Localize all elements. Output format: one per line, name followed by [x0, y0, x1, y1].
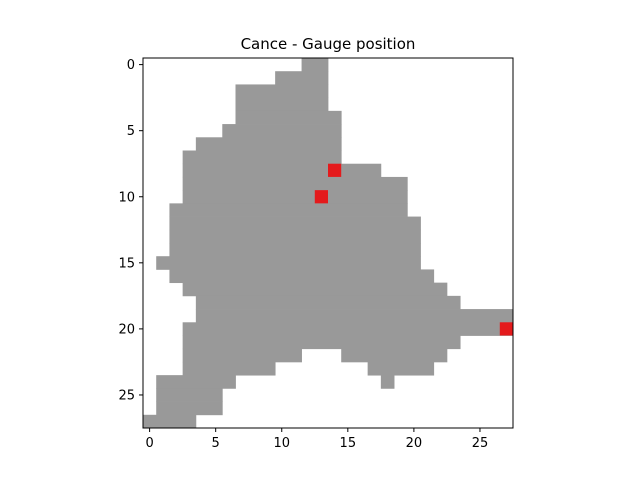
catchment-cell-span — [182, 190, 408, 204]
catchment-cell-span — [182, 348, 302, 363]
y-tick-label: 5 — [127, 124, 135, 139]
y-tick-label: 0 — [127, 58, 135, 73]
raster-cells — [143, 58, 514, 429]
plot-frame — [142, 57, 514, 429]
catchment-cell-span — [182, 322, 514, 336]
gauge-marker — [499, 322, 513, 336]
y-tick-label: 15 — [118, 256, 135, 271]
catchment-cell-span — [222, 124, 342, 138]
catchment-cell-span — [195, 295, 461, 310]
catchment-cell-span — [380, 375, 395, 389]
gauge-markers — [314, 163, 513, 336]
gauge-marker — [314, 190, 328, 204]
x-axis: 0 5 10 15 20 25 — [145, 428, 488, 451]
catchment-cell-span — [169, 243, 421, 257]
catchment-cell-span — [169, 269, 435, 284]
catchment-cell-span — [169, 203, 408, 217]
catchment-cell-span — [182, 150, 342, 165]
x-tick-label: 20 — [406, 436, 423, 451]
catchment-cell-span — [143, 414, 197, 429]
y-tick-label: 20 — [118, 322, 135, 337]
catchment-cell-span — [169, 216, 421, 231]
catchment-cell-span — [341, 348, 448, 363]
x-tick-label: 25 — [472, 436, 489, 451]
catchment-cell-span — [156, 388, 223, 402]
catchment-cell-span — [182, 361, 276, 376]
catchment-cell-span — [235, 84, 316, 99]
catchment-cell-span — [367, 361, 435, 376]
y-axis: 0 5 10 15 20 25 — [118, 58, 143, 403]
catchment-cell-span — [182, 163, 382, 178]
catchment-cell-span — [182, 176, 408, 191]
catchment-cell-span — [235, 97, 316, 112]
catchment-cell-span — [156, 256, 421, 270]
catchment-cell-span — [182, 335, 461, 350]
y-tick-label: 10 — [118, 190, 135, 205]
x-tick-label: 15 — [340, 436, 357, 451]
catchment-cell-span — [182, 282, 448, 297]
y-tick-label: 25 — [118, 388, 135, 403]
catchment-cell-span — [169, 229, 421, 244]
x-tick-label: 10 — [273, 436, 290, 451]
chart-title: Cance - Gauge position — [241, 35, 416, 53]
catchment-cell-span — [156, 375, 236, 389]
catchment-cell-span — [235, 110, 342, 125]
catchment-cell-span — [275, 71, 329, 85]
x-tick-label: 0 — [145, 436, 153, 451]
catchment-cell-span — [314, 97, 329, 112]
catchment-cell-span — [195, 309, 514, 323]
catchment-cell-span — [195, 137, 342, 151]
catchment-cell-span — [156, 401, 223, 416]
x-tick-label: 5 — [212, 436, 220, 451]
gauge-marker — [328, 163, 342, 177]
catchment-cell-span — [314, 84, 329, 99]
catchment-cell-span — [301, 58, 329, 72]
